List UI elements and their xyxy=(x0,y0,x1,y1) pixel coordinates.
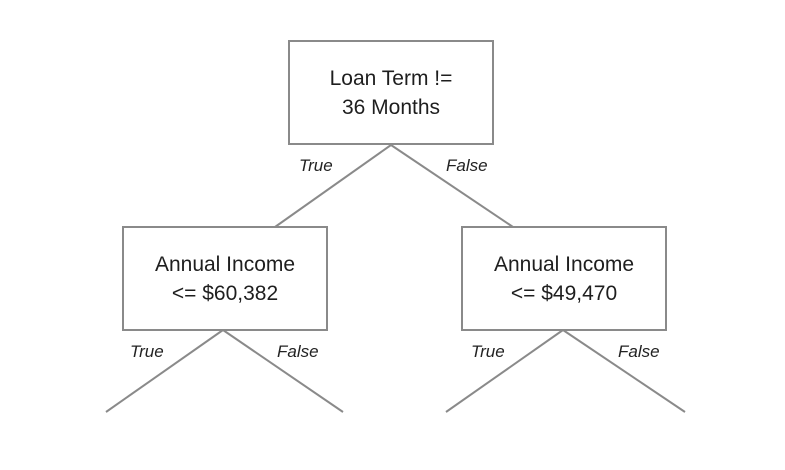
edge-left-false xyxy=(222,329,344,413)
root-node-line2: 36 Months xyxy=(341,95,441,119)
root-node: Loan Term != 36 Months xyxy=(288,40,494,145)
left-node-line1: Annual Income xyxy=(154,252,296,276)
right-node: Annual Income <= $49,470 xyxy=(461,226,667,331)
right-node-line1: Annual Income xyxy=(493,252,635,276)
edge-label-left-true: True xyxy=(130,342,164,361)
edge-right-false xyxy=(562,329,686,413)
left-node-line2: <= $60,382 xyxy=(171,281,279,305)
edge-label-right-false: False xyxy=(618,342,660,361)
right-node-line2: <= $49,470 xyxy=(510,281,618,305)
edge-label-left-false: False xyxy=(277,342,319,361)
edge-root-false xyxy=(390,144,514,228)
edge-label-root-true: True xyxy=(299,156,333,175)
left-node: Annual Income <= $60,382 xyxy=(122,226,328,331)
edge-left-true xyxy=(105,329,224,413)
edge-root-true xyxy=(274,144,392,228)
root-node-line1: Loan Term != xyxy=(329,66,453,90)
edge-right-true xyxy=(445,329,564,413)
edge-label-root-false: False xyxy=(446,156,488,175)
edge-label-right-true: True xyxy=(471,342,505,361)
